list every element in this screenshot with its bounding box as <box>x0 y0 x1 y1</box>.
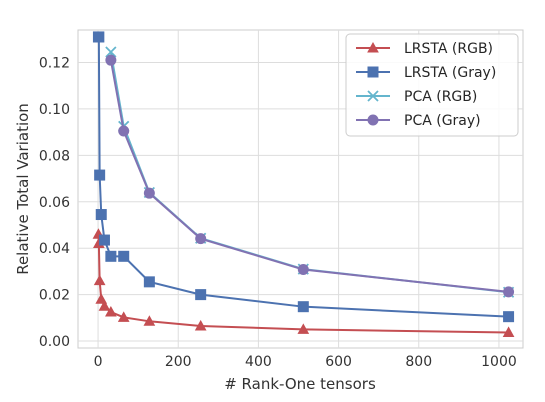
legend-marker <box>367 90 379 102</box>
data-point <box>297 264 309 276</box>
legend-label: PCA (Gray) <box>404 113 481 129</box>
data-point <box>143 187 155 199</box>
data-point <box>503 311 515 323</box>
data-point <box>143 276 155 288</box>
data-point <box>98 300 111 311</box>
y-tick-label: 0.08 <box>39 148 70 164</box>
y-tick-label: 0.12 <box>39 55 70 71</box>
x-tick-label: 0 <box>94 354 103 370</box>
data-point <box>105 305 117 317</box>
data-point <box>502 326 515 337</box>
x-tick-label: 800 <box>405 354 432 370</box>
x-tick-label: 400 <box>245 354 272 370</box>
y-tick-label: 0.02 <box>39 288 70 304</box>
y-axis-label: Relative Total Variation <box>14 103 32 275</box>
legend-marker <box>367 41 379 53</box>
y-tick-label: 0.06 <box>39 195 70 211</box>
x-tick-label: 600 <box>325 354 352 370</box>
series-3 <box>105 54 515 298</box>
y-tick-label: 0.04 <box>39 241 70 257</box>
x-tick-label: 200 <box>165 354 192 370</box>
data-point <box>105 46 117 58</box>
data-point <box>297 301 309 313</box>
data-point <box>503 286 515 298</box>
legend-label: PCA (RGB) <box>404 89 477 105</box>
data-point <box>105 54 117 66</box>
tick-labels: 0 200 400 600 800 1000 0.00 0.02 0.04 0.06 0.08 0.1… <box>39 55 517 370</box>
legend-label: LRSTA (Gray) <box>404 65 496 81</box>
data-point <box>95 293 108 304</box>
data-point <box>194 319 207 331</box>
data-point <box>93 274 106 286</box>
grid-lines <box>78 30 523 348</box>
data-point <box>297 323 310 334</box>
data-point <box>117 311 130 322</box>
data-point <box>93 31 105 43</box>
legend-marker <box>367 66 379 78</box>
series-group <box>92 31 515 337</box>
series-line <box>109 59 509 293</box>
legend: LRSTA (RGB) LRSTA (Gray) PCA (RGB) PCA (Gra… <box>345 33 519 137</box>
data-point <box>195 233 207 245</box>
legend-box <box>345 33 519 137</box>
data-point <box>105 250 117 262</box>
data-point <box>95 209 107 221</box>
y-tick-label: 0.00 <box>39 334 70 350</box>
data-point <box>98 234 110 246</box>
legend-marker <box>367 114 379 126</box>
y-tick-label: 0.10 <box>39 102 70 118</box>
data-point <box>94 169 106 181</box>
series-0 <box>92 228 515 337</box>
data-point <box>118 250 130 262</box>
legend-label: LRSTA (RGB) <box>404 41 493 57</box>
data-point <box>118 125 130 137</box>
data-point <box>143 315 156 326</box>
x-axis-label: # Rank-One tensors <box>224 375 376 393</box>
data-point <box>195 289 207 301</box>
x-tick-label: 1000 <box>481 354 517 370</box>
series-1 <box>92 31 515 323</box>
